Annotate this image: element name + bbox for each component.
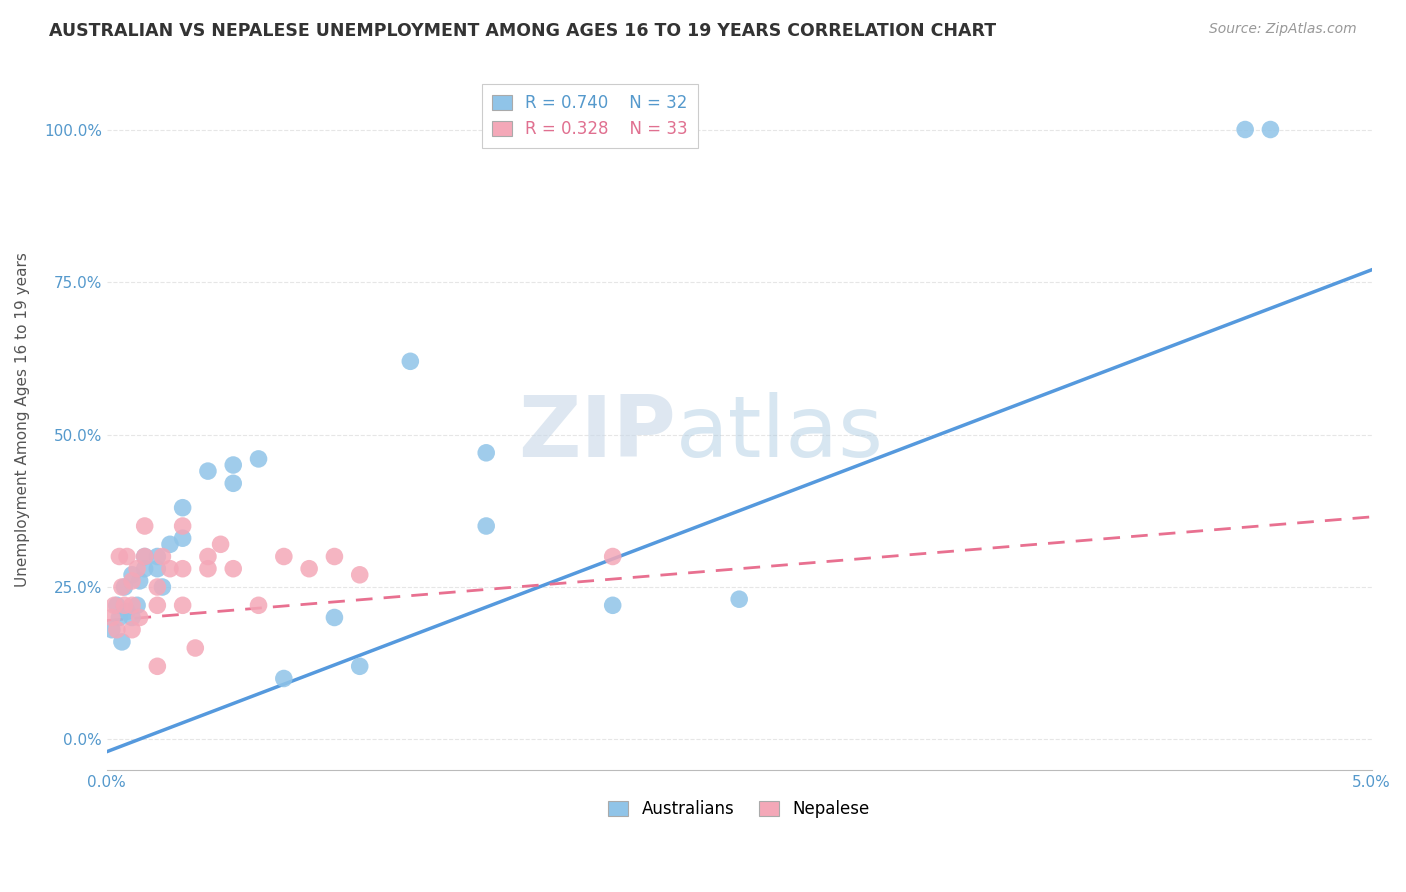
Point bbox=[323, 549, 346, 564]
Point bbox=[114, 599, 136, 613]
Text: ZIP: ZIP bbox=[519, 392, 676, 475]
Point bbox=[111, 635, 134, 649]
Point bbox=[159, 537, 181, 551]
Point bbox=[105, 623, 128, 637]
Point bbox=[146, 562, 169, 576]
Point bbox=[475, 446, 498, 460]
Point bbox=[172, 519, 194, 533]
Text: atlas: atlas bbox=[676, 392, 884, 475]
Point bbox=[134, 519, 156, 533]
Point bbox=[134, 549, 156, 564]
Point bbox=[209, 537, 232, 551]
Point bbox=[127, 562, 149, 576]
Point bbox=[121, 610, 143, 624]
Point bbox=[146, 599, 169, 613]
Point bbox=[101, 610, 124, 624]
Point bbox=[247, 599, 270, 613]
Point bbox=[349, 567, 371, 582]
Point bbox=[222, 458, 245, 472]
Point bbox=[728, 592, 751, 607]
Point bbox=[184, 640, 207, 655]
Point bbox=[197, 549, 219, 564]
Point bbox=[146, 549, 169, 564]
Point bbox=[108, 610, 131, 624]
Point bbox=[298, 562, 321, 576]
Point bbox=[273, 549, 295, 564]
Point bbox=[128, 574, 150, 588]
Point bbox=[103, 599, 125, 613]
Point bbox=[1234, 122, 1257, 136]
Point bbox=[152, 549, 174, 564]
Point bbox=[128, 610, 150, 624]
Text: AUSTRALIAN VS NEPALESE UNEMPLOYMENT AMONG AGES 16 TO 19 YEARS CORRELATION CHART: AUSTRALIAN VS NEPALESE UNEMPLOYMENT AMON… bbox=[49, 22, 997, 40]
Point bbox=[134, 549, 156, 564]
Point bbox=[602, 549, 624, 564]
Point bbox=[247, 451, 270, 466]
Point bbox=[159, 562, 181, 576]
Point bbox=[222, 562, 245, 576]
Point bbox=[152, 580, 174, 594]
Point bbox=[146, 659, 169, 673]
Point bbox=[273, 672, 295, 686]
Point bbox=[349, 659, 371, 673]
Point bbox=[172, 562, 194, 576]
Point bbox=[1260, 122, 1282, 136]
Point bbox=[197, 464, 219, 478]
Point bbox=[197, 562, 219, 576]
Point bbox=[134, 562, 156, 576]
Point bbox=[121, 574, 143, 588]
Legend: Australians, Nepalese: Australians, Nepalese bbox=[602, 794, 877, 825]
Point bbox=[121, 567, 143, 582]
Point bbox=[172, 531, 194, 545]
Point bbox=[114, 580, 136, 594]
Point bbox=[108, 549, 131, 564]
Point bbox=[121, 599, 143, 613]
Point bbox=[172, 500, 194, 515]
Point bbox=[323, 610, 346, 624]
Point bbox=[222, 476, 245, 491]
Point bbox=[101, 623, 124, 637]
Point bbox=[602, 599, 624, 613]
Point bbox=[115, 604, 138, 618]
Point bbox=[146, 580, 169, 594]
Point bbox=[172, 599, 194, 613]
Point bbox=[105, 599, 128, 613]
Text: Source: ZipAtlas.com: Source: ZipAtlas.com bbox=[1209, 22, 1357, 37]
Point bbox=[475, 519, 498, 533]
Point bbox=[115, 549, 138, 564]
Point bbox=[127, 599, 149, 613]
Point bbox=[121, 623, 143, 637]
Point bbox=[111, 580, 134, 594]
Point bbox=[399, 354, 422, 368]
Y-axis label: Unemployment Among Ages 16 to 19 years: Unemployment Among Ages 16 to 19 years bbox=[15, 252, 30, 587]
